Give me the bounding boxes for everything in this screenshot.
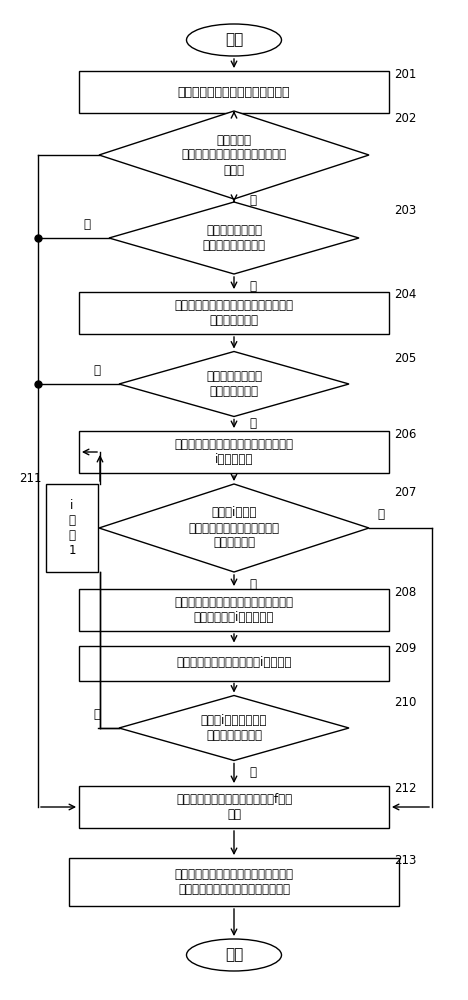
Polygon shape [99,111,369,199]
Text: 210: 210 [394,696,417,710]
Bar [69,858,399,906]
Text: 是: 是 [377,508,384,520]
Text: 206: 206 [394,428,417,440]
Text: 在空调器稳定运行预设时间后，将内风
机的转速的当前转速调节为预设转速: 在空调器稳定运行预设时间后，将内风 机的转速的当前转速调节为预设转速 [175,868,293,896]
Text: 将内风机的当前转速降低预设转速变化
幅度，得到第i个第一转速: 将内风机的当前转速降低预设转速变化 幅度，得到第i个第一转速 [175,596,293,624]
Ellipse shape [187,24,281,56]
Text: 判断第一值是否大
于预设电流阈值: 判断第一值是否大 于预设电流阈值 [206,370,262,398]
Polygon shape [119,352,349,416]
Text: 按照第二值和压缩机的工作频率f稳定
运行: 按照第二值和压缩机的工作频率f稳定 运行 [176,793,292,821]
Text: 判断空调器
的环境温度是否大于或等于第一温
度阈值: 判断空调器 的环境温度是否大于或等于第一温 度阈值 [182,133,286,176]
Text: 否: 否 [249,279,256,292]
Bar [46,484,98,572]
Text: 208: 208 [394,585,416,598]
Text: 开始: 开始 [225,32,243,47]
Text: 207: 207 [394,486,417,498]
Text: 209: 209 [394,643,417,656]
Text: 获取空调器的整机电流的第一值以及内
风机的当前转速: 获取空调器的整机电流的第一值以及内 风机的当前转速 [175,299,293,327]
Text: 是: 是 [83,218,90,231]
Text: 212: 212 [394,782,417,796]
Bar [79,292,389,334]
Text: 判断第i次求差
运算得到的值是否小于或等于
预设最低转速: 判断第i次求差 运算得到的值是否小于或等于 预设最低转速 [189,506,279,550]
Text: 203: 203 [394,204,416,217]
Text: 213: 213 [394,854,417,866]
Text: 201: 201 [394,68,417,81]
Bar [79,589,389,631]
Text: i
自
加
1: i 自 加 1 [68,499,76,557]
Bar [79,431,389,473]
Text: 是: 是 [94,708,101,720]
Polygon shape [119,696,349,760]
Polygon shape [109,202,359,274]
Text: 判断第i个第二值是否
大于预设电流阈值: 判断第i个第二值是否 大于预设电流阈值 [201,714,267,742]
Bar [79,71,389,113]
Text: 否: 否 [249,766,256,779]
Text: 否: 否 [94,363,101,376]
Bar [79,786,389,828]
Text: 202: 202 [394,112,417,125]
Text: 判断空调器的运行
状态是否为低风运行: 判断空调器的运行 状态是否为低风运行 [203,224,265,252]
Text: 确定空调器的控制模式为制冷模式: 确定空调器的控制模式为制冷模式 [178,86,290,99]
Text: 是: 是 [249,417,256,430]
Text: 否: 否 [249,578,256,590]
Polygon shape [99,484,369,572]
Text: 对当前转速与预设转速变化幅度进行第
i次求差运算: 对当前转速与预设转速变化幅度进行第 i次求差运算 [175,438,293,466]
Text: 获取空调器的整机电流的第i个第二值: 获取空调器的整机电流的第i个第二值 [176,656,292,670]
Text: 是: 是 [249,194,256,207]
Text: 211: 211 [20,472,42,485]
Bar [79,646,389,680]
Text: 204: 204 [394,288,417,302]
Text: 205: 205 [394,353,416,365]
Ellipse shape [187,939,281,971]
Text: 结束: 结束 [225,948,243,962]
